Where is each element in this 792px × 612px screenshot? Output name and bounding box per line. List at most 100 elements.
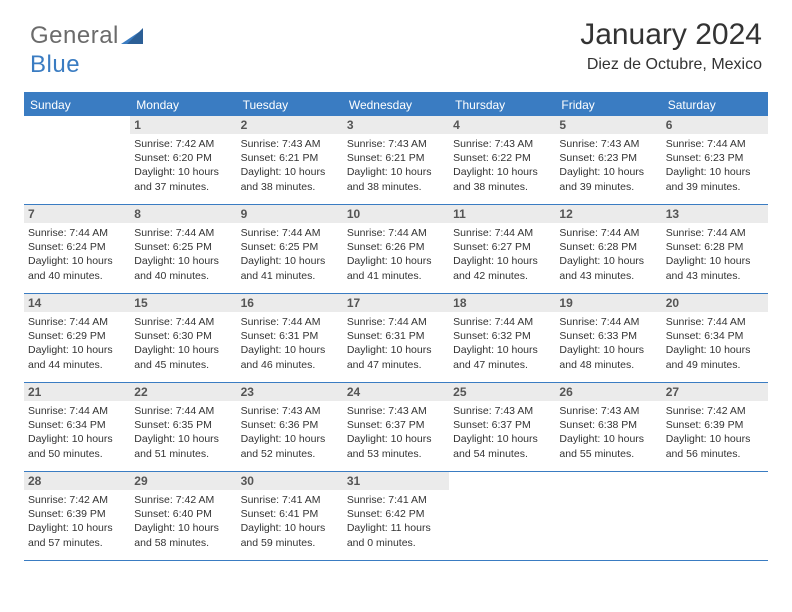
day-info: Sunrise: 7:44 AMSunset: 6:29 PMDaylight:…: [28, 315, 126, 372]
day-cell: 21Sunrise: 7:44 AMSunset: 6:34 PMDayligh…: [24, 383, 130, 471]
calendar-grid: SundayMondayTuesdayWednesdayThursdayFrid…: [24, 92, 768, 561]
day-info: Sunrise: 7:43 AMSunset: 6:38 PMDaylight:…: [559, 404, 657, 461]
day-number: 29: [130, 472, 236, 490]
day-cell: 12Sunrise: 7:44 AMSunset: 6:28 PMDayligh…: [555, 205, 661, 293]
day-number: 23: [237, 383, 343, 401]
day-cell: 25 Sunrise: 7:43 AMSunset: 6:37 PMDayligh…: [449, 383, 555, 471]
day-cell: 9Sunrise: 7:44 AMSunset: 6:25 PMDaylight…: [237, 205, 343, 293]
day-number: 27: [662, 383, 768, 401]
day-cell: 31Sunrise: 7:41 AMSunset: 6:42 PMDayligh…: [343, 472, 449, 560]
day-cell: 13Sunrise: 7:44 AMSunset: 6:28 PMDayligh…: [662, 205, 768, 293]
week-row: .1 Sunrise: 7:42 AMSunset: 6:20 PMDayligh…: [24, 116, 768, 205]
day-number: 18: [449, 294, 555, 312]
weekday-header: Tuesday: [237, 94, 343, 116]
day-cell: 5 Sunrise: 7:43 AMSunset: 6:23 PMDaylight…: [555, 116, 661, 204]
day-cell: .: [449, 472, 555, 560]
day-info: Sunrise: 7:41 AMSunset: 6:41 PMDaylight:…: [241, 493, 339, 550]
title-block: January 2024 Diez de Octubre, Mexico: [580, 18, 762, 74]
week-row: 21Sunrise: 7:44 AMSunset: 6:34 PMDayligh…: [24, 383, 768, 472]
day-number: 3: [343, 116, 449, 134]
weekday-header: Wednesday: [343, 94, 449, 116]
day-number: 4: [449, 116, 555, 134]
day-cell: 7 Sunrise: 7:44 AMSunset: 6:24 PMDaylight…: [24, 205, 130, 293]
day-cell: 8 Sunrise: 7:44 AMSunset: 6:25 PMDaylight…: [130, 205, 236, 293]
day-info: Sunrise: 7:44 AMSunset: 6:31 PMDaylight:…: [347, 315, 445, 372]
day-info: Sunrise: 7:44 AMSunset: 6:33 PMDaylight:…: [559, 315, 657, 372]
day-cell: 3 Sunrise: 7:43 AMSunset: 6:21 PMDaylight…: [343, 116, 449, 204]
day-cell: 27Sunrise: 7:42 AMSunset: 6:39 PMDayligh…: [662, 383, 768, 471]
month-title: January 2024: [580, 18, 762, 52]
day-cell: 17 Sunrise: 7:44 AMSunset: 6:31 PMDayligh…: [343, 294, 449, 382]
day-cell: 19 Sunrise: 7:44 AMSunset: 6:33 PMDayligh…: [555, 294, 661, 382]
day-info: Sunrise: 7:42 AMSunset: 6:39 PMDaylight:…: [28, 493, 126, 550]
day-info: Sunrise: 7:44 AMSunset: 6:23 PMDaylight:…: [666, 137, 764, 194]
logo-triangle-icon: [121, 23, 143, 51]
day-cell: 18 Sunrise: 7:44 AMSunset: 6:32 PMDayligh…: [449, 294, 555, 382]
day-info: Sunrise: 7:43 AMSunset: 6:37 PMDaylight:…: [347, 404, 445, 461]
day-number: 7: [24, 205, 130, 223]
day-info: Sunrise: 7:43 AMSunset: 6:22 PMDaylight:…: [453, 137, 551, 194]
day-info: Sunrise: 7:43 AMSunset: 6:37 PMDaylight:…: [453, 404, 551, 461]
day-number: 30: [237, 472, 343, 490]
day-cell: 10 Sunrise: 7:44 AMSunset: 6:26 PMDayligh…: [343, 205, 449, 293]
day-number: 8: [130, 205, 236, 223]
day-number: 24: [343, 383, 449, 401]
day-number: 1: [130, 116, 236, 134]
day-info: Sunrise: 7:44 AMSunset: 6:27 PMDaylight:…: [453, 226, 551, 283]
day-cell: 28 Sunrise: 7:42 AMSunset: 6:39 PMDayligh…: [24, 472, 130, 560]
day-cell: 26 Sunrise: 7:43 AMSunset: 6:38 PMDayligh…: [555, 383, 661, 471]
day-info: Sunrise: 7:44 AMSunset: 6:26 PMDaylight:…: [347, 226, 445, 283]
day-cell: 14 Sunrise: 7:44 AMSunset: 6:29 PMDayligh…: [24, 294, 130, 382]
weekday-header: Saturday: [662, 94, 768, 116]
day-info: Sunrise: 7:44 AMSunset: 6:25 PMDaylight:…: [241, 226, 339, 283]
day-cell: 15Sunrise: 7:44 AMSunset: 6:30 PMDayligh…: [130, 294, 236, 382]
day-cell: 11 Sunrise: 7:44 AMSunset: 6:27 PMDayligh…: [449, 205, 555, 293]
day-info: Sunrise: 7:44 AMSunset: 6:28 PMDaylight:…: [559, 226, 657, 283]
day-number: 22: [130, 383, 236, 401]
week-row: 14 Sunrise: 7:44 AMSunset: 6:29 PMDayligh…: [24, 294, 768, 383]
day-cell: 2 Sunrise: 7:43 AMSunset: 6:21 PMDaylight…: [237, 116, 343, 204]
day-number: 25: [449, 383, 555, 401]
day-number: 14: [24, 294, 130, 312]
week-row: 28 Sunrise: 7:42 AMSunset: 6:39 PMDayligh…: [24, 472, 768, 561]
day-number: 17: [343, 294, 449, 312]
day-cell: 30 Sunrise: 7:41 AMSunset: 6:41 PMDayligh…: [237, 472, 343, 560]
day-info: Sunrise: 7:44 AMSunset: 6:25 PMDaylight:…: [134, 226, 232, 283]
weekday-header-row: SundayMondayTuesdayWednesdayThursdayFrid…: [24, 94, 768, 116]
day-number: 6: [662, 116, 768, 134]
day-cell: 4 Sunrise: 7:43 AMSunset: 6:22 PMDaylight…: [449, 116, 555, 204]
day-info: Sunrise: 7:42 AMSunset: 6:20 PMDaylight:…: [134, 137, 232, 194]
day-number: 28: [24, 472, 130, 490]
day-cell: .: [555, 472, 661, 560]
day-info: Sunrise: 7:44 AMSunset: 6:28 PMDaylight:…: [666, 226, 764, 283]
logo-text-gray: General: [30, 22, 119, 49]
weeks-container: .1Sunrise: 7:42 AMSunset: 6:20 PMDayligh…: [24, 116, 768, 561]
day-number: 20: [662, 294, 768, 312]
day-info: Sunrise: 7:44 AMSunset: 6:32 PMDaylight:…: [453, 315, 551, 372]
location-text: Diez de Octubre, Mexico: [580, 56, 762, 74]
day-number: 19: [555, 294, 661, 312]
day-info: Sunrise: 7:43 AMSunset: 6:21 PMDaylight:…: [241, 137, 339, 194]
day-number: 16: [237, 294, 343, 312]
day-cell: 22Sunrise: 7:44 AMSunset: 6:35 PMDayligh…: [130, 383, 236, 471]
day-number: 11: [449, 205, 555, 223]
weekday-header: Thursday: [449, 94, 555, 116]
day-info: Sunrise: 7:42 AMSunset: 6:40 PMDaylight:…: [134, 493, 232, 550]
week-row: 7 Sunrise: 7:44 AMSunset: 6:24 PMDaylight…: [24, 205, 768, 294]
day-number: 10: [343, 205, 449, 223]
day-cell: .: [24, 116, 130, 204]
day-cell: 20 Sunrise: 7:44 AMSunset: 6:34 PMDayligh…: [662, 294, 768, 382]
day-info: Sunrise: 7:43 AMSunset: 6:21 PMDaylight:…: [347, 137, 445, 194]
day-info: Sunrise: 7:44 AMSunset: 6:34 PMDaylight:…: [666, 315, 764, 372]
day-cell: 16 Sunrise: 7:44 AMSunset: 6:31 PMDayligh…: [237, 294, 343, 382]
day-number: 5: [555, 116, 661, 134]
weekday-header: Monday: [130, 94, 236, 116]
weekday-header: Friday: [555, 94, 661, 116]
day-info: Sunrise: 7:44 AMSunset: 6:31 PMDaylight:…: [241, 315, 339, 372]
day-info: Sunrise: 7:43 AMSunset: 6:36 PMDaylight:…: [241, 404, 339, 461]
day-cell: .: [662, 472, 768, 560]
day-number: 26: [555, 383, 661, 401]
day-number: 2: [237, 116, 343, 134]
day-info: Sunrise: 7:43 AMSunset: 6:23 PMDaylight:…: [559, 137, 657, 194]
day-info: Sunrise: 7:44 AMSunset: 6:24 PMDaylight:…: [28, 226, 126, 283]
